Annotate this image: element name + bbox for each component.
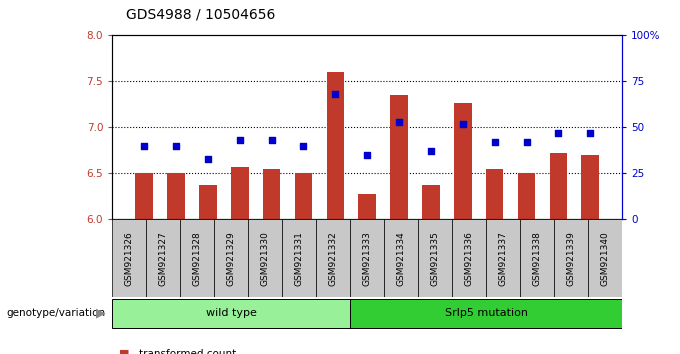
Bar — [581, 155, 599, 219]
Bar — [167, 173, 185, 219]
Bar — [486, 219, 520, 297]
Text: GSM921332: GSM921332 — [328, 231, 338, 286]
Bar — [112, 219, 146, 297]
Text: GSM921333: GSM921333 — [362, 231, 372, 286]
Bar — [517, 173, 535, 219]
Bar — [454, 103, 471, 219]
Text: GSM921329: GSM921329 — [226, 231, 236, 286]
Bar — [326, 72, 344, 219]
Text: Srlp5 mutation: Srlp5 mutation — [445, 308, 528, 318]
Bar — [180, 219, 214, 297]
Text: transformed count: transformed count — [139, 349, 237, 354]
Point — [426, 149, 437, 154]
Text: genotype/variation: genotype/variation — [7, 308, 106, 318]
Text: GSM921328: GSM921328 — [192, 231, 202, 286]
Bar — [112, 299, 350, 328]
Text: GSM921336: GSM921336 — [464, 231, 474, 286]
Point — [330, 91, 341, 97]
Point — [139, 143, 150, 149]
Text: GSM921326: GSM921326 — [124, 231, 134, 286]
Point — [553, 130, 564, 136]
Text: GSM921334: GSM921334 — [396, 231, 406, 286]
Text: GDS4988 / 10504656: GDS4988 / 10504656 — [126, 7, 275, 21]
Bar — [588, 219, 622, 297]
Bar — [282, 219, 316, 297]
Text: GSM921339: GSM921339 — [566, 231, 576, 286]
Bar — [358, 194, 376, 219]
Bar — [554, 219, 588, 297]
Bar — [135, 173, 153, 219]
Text: ■: ■ — [119, 349, 129, 354]
Point — [203, 156, 214, 161]
Text: GSM921337: GSM921337 — [498, 231, 508, 286]
Text: ▶: ▶ — [96, 307, 105, 320]
Bar — [418, 219, 452, 297]
Point — [362, 152, 373, 158]
Bar — [214, 219, 248, 297]
Bar — [384, 219, 418, 297]
Point — [458, 121, 469, 127]
Point — [235, 137, 245, 143]
Point — [585, 130, 596, 136]
Text: GSM921340: GSM921340 — [600, 231, 610, 286]
Point — [394, 119, 405, 125]
Point — [298, 143, 309, 149]
Bar — [520, 219, 554, 297]
Bar — [422, 184, 440, 219]
Text: GSM921330: GSM921330 — [260, 231, 270, 286]
Bar — [350, 219, 384, 297]
Bar — [316, 219, 350, 297]
Point — [521, 139, 532, 145]
Text: GSM921335: GSM921335 — [430, 231, 440, 286]
Bar — [294, 173, 312, 219]
Bar — [390, 95, 408, 219]
Text: wild type: wild type — [206, 308, 256, 318]
Point — [266, 137, 277, 143]
Bar — [146, 219, 180, 297]
Bar — [248, 219, 282, 297]
Bar — [486, 169, 503, 219]
Point — [171, 143, 182, 149]
Bar — [199, 184, 217, 219]
Bar — [263, 169, 280, 219]
Bar — [549, 153, 567, 219]
Text: GSM921331: GSM921331 — [294, 231, 304, 286]
Point — [489, 139, 500, 145]
Text: GSM921327: GSM921327 — [158, 231, 168, 286]
Text: GSM921338: GSM921338 — [532, 231, 542, 286]
Bar — [350, 299, 622, 328]
Bar — [452, 219, 486, 297]
Bar — [231, 167, 248, 219]
